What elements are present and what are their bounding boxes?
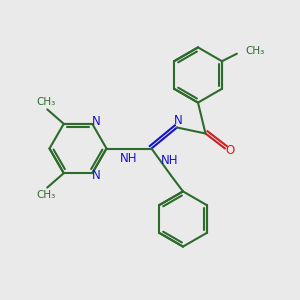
Text: NH: NH	[120, 152, 138, 165]
Text: N: N	[92, 169, 100, 182]
Text: O: O	[226, 143, 235, 157]
Text: CH₃: CH₃	[36, 190, 56, 200]
Text: NH: NH	[161, 154, 178, 167]
Text: N: N	[92, 115, 100, 128]
Text: CH₃: CH₃	[36, 97, 56, 107]
Text: CH₃: CH₃	[245, 46, 265, 56]
Text: N: N	[174, 114, 183, 128]
